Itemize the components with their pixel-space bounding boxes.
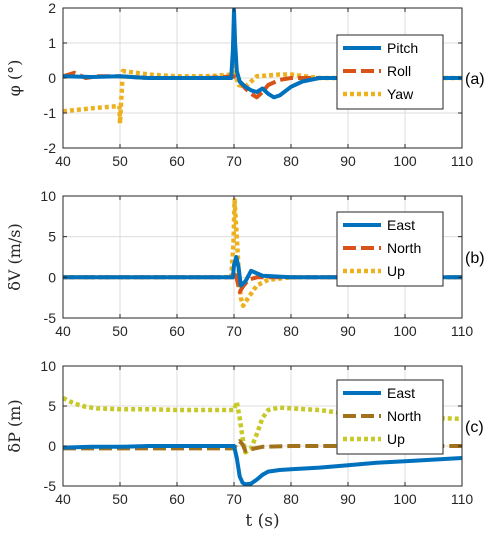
x-tick-label: 100 (393, 153, 417, 169)
legend: East North Up (336, 379, 444, 455)
panel-label: (a) (465, 71, 485, 88)
x-tick-label: 40 (55, 491, 71, 507)
y-tick-label: 5 (48, 229, 56, 245)
x-tick-label: 90 (340, 323, 356, 339)
x-tick-label: 50 (112, 153, 128, 169)
x-tick-label: 80 (283, 323, 299, 339)
legend-label: East (387, 385, 415, 401)
x-tick-label: 100 (393, 323, 417, 339)
legend-label: North (387, 408, 421, 424)
x-tick-label: 110 (451, 491, 474, 507)
subplot-b: 40 50 60 70 80 90 100 110 -5 0 5 10 δV (m/s) (b) East N… (5, 188, 485, 339)
subplot-c: 40 50 60 70 80 90 100 110 -5 0 5 10 δP (m) t (s) (c) Ea… (5, 358, 484, 531)
x-tick-label: 60 (169, 153, 185, 169)
legend-label: Yaw (387, 86, 414, 102)
y-axis-label: δV (m/s) (5, 223, 24, 291)
y-tick-label: -2 (44, 140, 57, 156)
legend: Pitch Roll Yaw (336, 34, 444, 110)
x-tick-label: 70 (226, 491, 242, 507)
y-tick-label: 10 (40, 358, 56, 374)
panel-label: (c) (465, 419, 484, 436)
x-tick-label: 80 (283, 491, 299, 507)
y-tick-label: 0 (48, 438, 56, 454)
series-line-north (63, 268, 462, 294)
y-axis-label: φ (°) (5, 60, 24, 97)
y-tick-label: -1 (44, 105, 57, 121)
x-tick-label: 70 (226, 323, 242, 339)
legend-label: North (387, 240, 421, 256)
y-tick-label: 0 (48, 70, 56, 86)
panel-label: (b) (465, 250, 485, 267)
series-line-east (63, 444, 462, 486)
series-line-yaw (63, 60, 462, 126)
legend-label: East (387, 217, 415, 233)
y-tick-label: -5 (44, 478, 57, 494)
x-tick-label: 50 (112, 323, 128, 339)
x-tick-label: 110 (451, 323, 474, 339)
subplot-a: 40 50 60 70 80 90 100 110 -2 -1 0 1 2 φ (°) (a) Pitch Ro… (5, 0, 485, 169)
x-tick-label: 110 (451, 153, 474, 169)
y-tick-label: -5 (44, 310, 57, 326)
y-tick-label: 0 (48, 269, 56, 285)
y-axis-label: δP (m) (5, 399, 24, 452)
y-tick-label: 10 (40, 188, 56, 204)
y-tick-label: 1 (48, 35, 56, 51)
x-tick-label: 90 (340, 153, 356, 169)
series-group (63, 197, 462, 309)
legend: East North Up (336, 211, 444, 287)
axes-box (62, 365, 463, 487)
legend-label: Pitch (387, 40, 418, 56)
x-tick-label: 90 (340, 491, 356, 507)
legend-label: Up (387, 431, 405, 447)
y-tick-label: 5 (48, 398, 56, 414)
x-tick-label: 60 (169, 323, 185, 339)
y-tick-label: 2 (48, 0, 56, 16)
x-tick-label: 40 (55, 323, 71, 339)
x-tick-label: 80 (283, 153, 299, 169)
x-tick-label: 100 (393, 491, 417, 507)
x-tick-label: 40 (55, 153, 71, 169)
x-tick-label: 60 (169, 491, 185, 507)
series-line-north (63, 439, 462, 453)
legend-label: Roll (387, 63, 411, 79)
series-line-east (63, 255, 462, 288)
legend-label: Up (387, 263, 405, 279)
axes-box (62, 195, 463, 319)
x-tick-label: 50 (112, 491, 128, 507)
x-tick-label: 70 (226, 153, 242, 169)
x-axis-label: t (s) (245, 511, 279, 531)
